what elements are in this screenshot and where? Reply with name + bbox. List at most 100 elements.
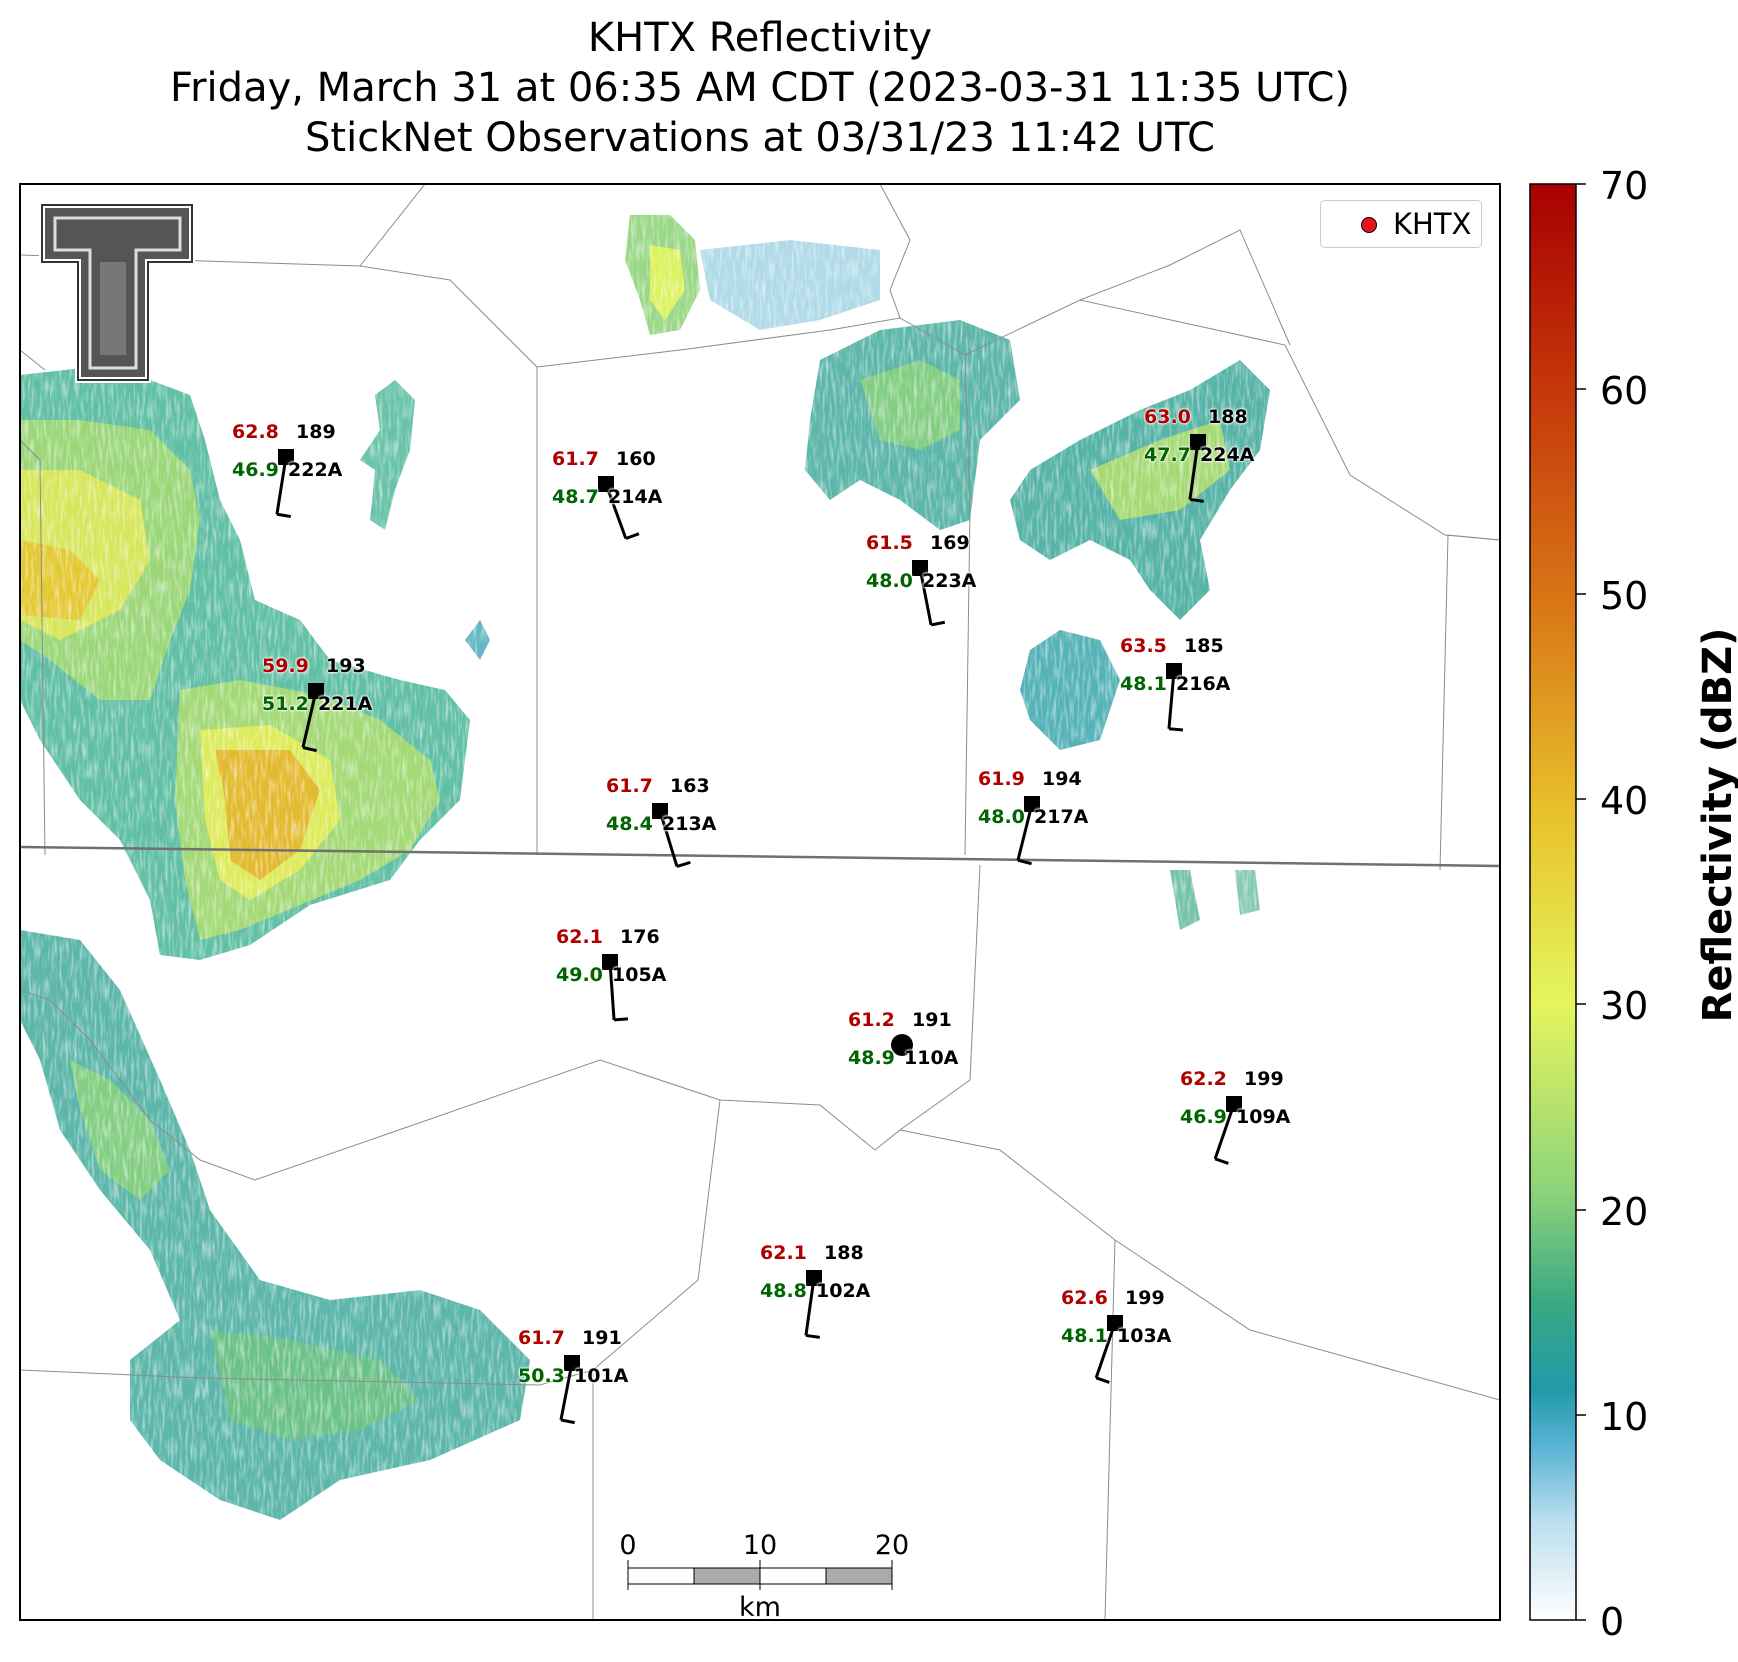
station-216A[interactable] xyxy=(1166,663,1184,732)
wind-barb-flag-109A xyxy=(1214,1157,1229,1165)
wind-barb-216A xyxy=(1167,670,1176,729)
station-dew-103A: 48.1 xyxy=(1061,1325,1108,1347)
wind-barb-101A xyxy=(559,1362,574,1421)
station-dew-109A: 46.9 xyxy=(1180,1106,1227,1128)
station-dew-217A: 48.0 xyxy=(978,806,1025,828)
station-221A[interactable] xyxy=(301,683,324,753)
wind-barb-214A xyxy=(604,483,628,540)
station-dir-101A: 191 xyxy=(582,1327,622,1349)
station-temp-102A: 62.1 xyxy=(760,1242,807,1264)
scale-tick-20: 20 xyxy=(874,1530,910,1561)
station-dir-217A: 194 xyxy=(1042,768,1082,790)
station-dew-223A: 48.0 xyxy=(866,570,913,592)
station-id-216A: 216A xyxy=(1176,673,1231,695)
scale-tick-0: 0 xyxy=(619,1530,637,1561)
station-markers xyxy=(275,434,1242,1425)
station-dew-110A: 48.9 xyxy=(848,1047,895,1069)
station-dew-224A: 47.7 xyxy=(1144,444,1191,466)
station-temp-221A: 59.9 xyxy=(262,655,309,677)
station-dir-216A: 185 xyxy=(1184,635,1224,657)
colorbar-ticks xyxy=(1576,183,1586,1621)
station-dew-214A: 48.7 xyxy=(552,486,599,508)
scale-bar xyxy=(627,1560,893,1590)
station-temp-216A: 63.5 xyxy=(1120,635,1167,657)
station-id-221A: 221A xyxy=(318,693,373,715)
colorbar-tick-0: 0 xyxy=(1600,1600,1625,1644)
map-legend: KHTX xyxy=(1320,200,1482,248)
station-103A[interactable] xyxy=(1094,1315,1123,1384)
station-dew-213A: 48.4 xyxy=(606,813,653,835)
radar-site-marker[interactable] xyxy=(891,1034,913,1056)
wind-barb-109A xyxy=(1213,1103,1236,1160)
station-109A[interactable] xyxy=(1213,1096,1242,1165)
station-id-109A: 109A xyxy=(1236,1106,1291,1128)
title-obs: StickNet Observations at 03/31/23 11:42 … xyxy=(305,115,1215,161)
colorbar-title: Reflectivity (dBZ) xyxy=(1695,627,1738,1023)
wind-barb-103A xyxy=(1094,1322,1117,1379)
station-222A[interactable] xyxy=(275,449,294,518)
station-id-101A: 101A xyxy=(574,1365,629,1387)
station-dir-102A: 188 xyxy=(824,1242,864,1264)
title-radar: KHTX Reflectivity xyxy=(587,15,933,61)
wind-barb-217A xyxy=(1016,803,1034,861)
station-temp-223A: 61.5 xyxy=(866,532,913,554)
station-id-105A: 105A xyxy=(612,964,667,986)
colorbar-tick-40: 40 xyxy=(1600,779,1649,823)
station-dir-222A: 189 xyxy=(296,421,336,443)
station-temp-213A: 61.7 xyxy=(606,775,653,797)
wind-barb-flag-105A xyxy=(613,1017,629,1022)
wind-barb-213A xyxy=(658,810,679,867)
wind-barb-flag-214A xyxy=(625,532,640,540)
station-dew-221A: 51.2 xyxy=(262,693,309,715)
wind-barb-102A xyxy=(804,1277,816,1336)
map-frame xyxy=(19,183,1501,1621)
scale-tick-10: 10 xyxy=(742,1530,778,1561)
station-id-224A: 224A xyxy=(1200,444,1255,466)
station-dir-221A: 193 xyxy=(326,655,366,677)
station-temp-105A: 62.1 xyxy=(556,926,603,948)
station-temp-110A: 61.2 xyxy=(848,1009,895,1031)
station-dir-109A: 199 xyxy=(1244,1068,1284,1090)
colorbar-tick-30: 30 xyxy=(1600,984,1649,1028)
station-217A[interactable] xyxy=(1016,796,1040,866)
wind-barb-105A xyxy=(608,961,616,1020)
wind-barb-flag-213A xyxy=(676,860,691,868)
station-id-223A: 223A xyxy=(922,570,977,592)
station-213A[interactable] xyxy=(652,803,691,868)
station-temp-101A: 61.7 xyxy=(518,1327,565,1349)
wind-barb-flag-102A xyxy=(805,1333,821,1339)
colorbar-tick-50: 50 xyxy=(1600,574,1649,618)
station-temp-214A: 61.7 xyxy=(552,448,599,470)
station-dew-216A: 48.1 xyxy=(1120,673,1167,695)
colorbar-tick-60: 60 xyxy=(1600,369,1649,413)
wind-barb-flag-216A xyxy=(1168,727,1184,732)
wind-barb-flag-224A xyxy=(1189,497,1205,503)
colorbar xyxy=(1529,183,1577,1621)
station-temp-109A: 62.2 xyxy=(1180,1068,1227,1090)
wind-barb-flag-222A xyxy=(276,512,291,518)
station-223A[interactable] xyxy=(912,560,946,627)
station-105A[interactable] xyxy=(602,954,629,1022)
legend-label: KHTX xyxy=(1393,207,1472,241)
wind-barb-222A xyxy=(275,456,288,515)
station-dew-101A: 50.3 xyxy=(518,1365,565,1387)
title-time: Friday, March 31 at 06:35 AM CDT (2023-0… xyxy=(170,65,1350,111)
colorbar-tick-20: 20 xyxy=(1600,1190,1649,1234)
station-dir-110A: 191 xyxy=(912,1009,952,1031)
scale-unit: km xyxy=(739,1592,781,1623)
station-102A[interactable] xyxy=(804,1270,822,1339)
station-214A[interactable] xyxy=(598,476,640,540)
wind-barb-223A xyxy=(918,567,933,626)
radar-legend-icon xyxy=(1361,217,1377,233)
station-id-217A: 217A xyxy=(1034,806,1089,828)
station-temp-217A: 61.9 xyxy=(978,768,1025,790)
station-101A[interactable] xyxy=(559,1355,580,1425)
station-id-102A: 102A xyxy=(816,1280,871,1302)
station-224A[interactable] xyxy=(1188,434,1206,503)
colorbar-tick-10: 10 xyxy=(1600,1395,1649,1439)
station-dew-102A: 48.8 xyxy=(760,1280,807,1302)
station-temp-103A: 62.6 xyxy=(1061,1287,1108,1309)
station-dew-222A: 46.9 xyxy=(232,459,279,481)
wind-barb-221A xyxy=(301,690,318,748)
